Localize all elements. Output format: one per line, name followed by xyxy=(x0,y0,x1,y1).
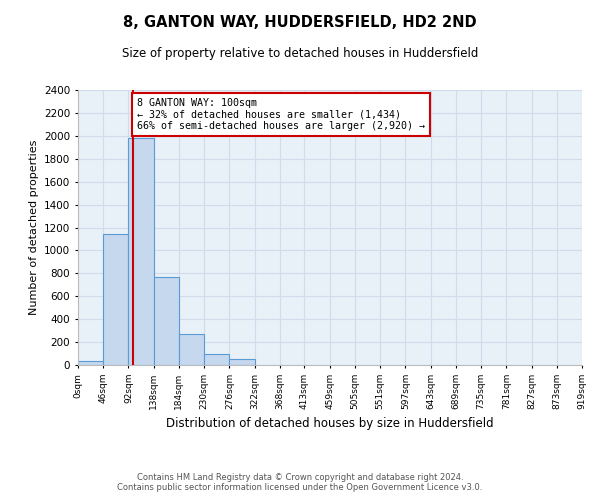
Text: Contains HM Land Registry data © Crown copyright and database right 2024.
Contai: Contains HM Land Registry data © Crown c… xyxy=(118,473,482,492)
X-axis label: Distribution of detached houses by size in Huddersfield: Distribution of detached houses by size … xyxy=(166,418,494,430)
Text: Size of property relative to detached houses in Huddersfield: Size of property relative to detached ho… xyxy=(122,48,478,60)
Bar xyxy=(179,334,204,365)
Y-axis label: Number of detached properties: Number of detached properties xyxy=(29,140,38,315)
Bar xyxy=(128,138,154,365)
Bar xyxy=(78,361,103,365)
Bar xyxy=(204,354,229,365)
Bar xyxy=(103,234,128,365)
Text: 8 GANTON WAY: 100sqm
← 32% of detached houses are smaller (1,434)
66% of semi-de: 8 GANTON WAY: 100sqm ← 32% of detached h… xyxy=(137,98,425,131)
Bar xyxy=(154,277,179,365)
Bar xyxy=(229,360,254,365)
Text: 8, GANTON WAY, HUDDERSFIELD, HD2 2ND: 8, GANTON WAY, HUDDERSFIELD, HD2 2ND xyxy=(123,15,477,30)
